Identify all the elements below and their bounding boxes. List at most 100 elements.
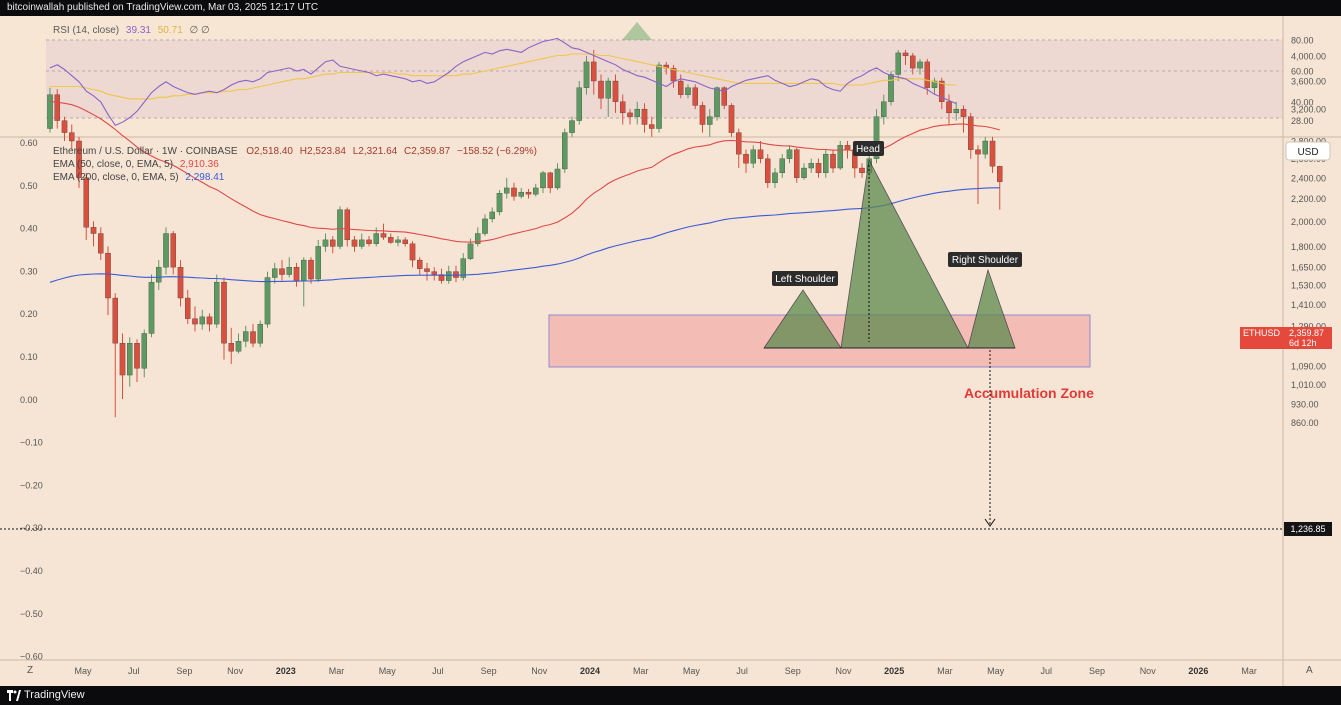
zoom-z-button[interactable]: Z — [27, 665, 33, 676]
candle-body — [757, 149, 764, 159]
candle-body — [155, 267, 162, 283]
candle-body — [982, 140, 989, 155]
candle-body — [206, 316, 213, 325]
price-axis-tick: 1,410.00 — [1291, 300, 1326, 310]
left-axis-tick: −0.40 — [20, 566, 43, 576]
chart-svg[interactable]: Head Left Shoulder Right Shoulder Accumu… — [0, 16, 1341, 686]
candle-body — [322, 239, 329, 247]
currency-label: USD — [1297, 147, 1318, 158]
ema200-legend: EMA (200, close, 0, EMA, 5) 2,298.41 — [53, 172, 225, 183]
candle-body — [83, 177, 90, 228]
time-axis-tick: Sep — [785, 666, 801, 676]
time-axis-tick: 2026 — [1188, 666, 1208, 676]
rsi-axis-tick: 80.00 — [1291, 36, 1314, 46]
published-header: bitcoinwallah published on TradingView.c… — [0, 0, 1341, 16]
time-axis-tick: 2025 — [884, 666, 904, 676]
candle-body — [997, 166, 1003, 182]
candle-body — [127, 343, 133, 376]
candle-body — [598, 80, 604, 99]
candle-body — [235, 341, 242, 352]
symbol-legend: Ethereum / U.S. Dollar · 1W · COINBASE O… — [53, 146, 537, 157]
candle-body — [163, 233, 169, 268]
candle-body — [634, 108, 641, 117]
candle-body — [895, 52, 902, 75]
candle-body — [881, 101, 887, 117]
time-axis-tick: Jul — [128, 666, 140, 676]
footer-brand: TradingView — [24, 689, 85, 701]
left-axis-tick: 0.00 — [20, 395, 38, 405]
left-shoulder-label: Left Shoulder — [775, 274, 835, 285]
time-axis-tick: Jul — [432, 666, 444, 676]
candle-body — [576, 87, 583, 121]
candle-body — [279, 268, 285, 275]
candle-body — [670, 67, 677, 82]
rsi-overbought-fill — [622, 22, 652, 40]
candle-body — [134, 343, 140, 369]
candle-body — [873, 116, 880, 159]
candle-body — [257, 323, 263, 344]
candle-body — [199, 316, 205, 325]
last-price-value: 2,359.87 — [1289, 328, 1324, 338]
candle-body — [119, 343, 126, 376]
candle-body — [939, 80, 945, 102]
time-axis-tick: 2024 — [580, 666, 600, 676]
rsi-line — [49, 37, 957, 126]
candle-body — [627, 112, 633, 117]
candle-body — [554, 168, 561, 189]
candle-body — [707, 116, 713, 125]
candle-body — [308, 259, 314, 280]
price-axis-tick: 1,650.00 — [1291, 263, 1326, 273]
price-axis-tick: 2,000.00 — [1291, 217, 1326, 227]
candle-body — [213, 281, 220, 325]
price-axis-ticks: 4,000.003,600.003,200.002,800.002,600.00… — [1291, 51, 1326, 428]
currency-button[interactable] — [1285, 141, 1331, 161]
candle-body — [503, 187, 510, 194]
candle-body — [395, 239, 401, 243]
candle-body — [366, 239, 372, 244]
left-axis-tick: 0.10 — [20, 352, 38, 362]
candle-body — [402, 239, 408, 244]
candle-body — [373, 233, 379, 244]
time-axis-tick: Nov — [835, 666, 852, 676]
candle-body — [518, 191, 525, 197]
candle-body — [184, 297, 191, 319]
left-axis-tick: −0.20 — [20, 480, 43, 490]
candle-body — [467, 243, 474, 259]
candle-body — [98, 233, 104, 254]
right-shoulder-label: Right Shoulder — [952, 255, 1019, 266]
auto-scale-button[interactable]: A — [1306, 665, 1313, 676]
price-axis-tick: 2,200.00 — [1291, 194, 1326, 204]
candle-body — [960, 108, 967, 117]
candle-body — [315, 246, 321, 280]
candle-body — [931, 80, 938, 88]
price-axis-tick: 860.00 — [1291, 418, 1319, 428]
right-shoulder-shape — [967, 268, 1016, 349]
candle-body — [474, 233, 481, 244]
candle-body — [728, 105, 735, 133]
last-price-symbol: ETHUSD — [1243, 328, 1281, 338]
candle-body — [547, 172, 554, 189]
candle-body — [286, 267, 292, 275]
price-axis-tick: 1,010.00 — [1291, 380, 1326, 390]
candle-body — [772, 172, 778, 183]
candle-body — [656, 64, 662, 129]
price-axis-tick: 1,290.00 — [1291, 321, 1326, 331]
time-axis-tick: May — [379, 666, 397, 676]
left-shoulder-label-box — [772, 271, 838, 286]
candle-body — [358, 239, 365, 247]
price-axis-tick: 2,800.00 — [1291, 136, 1326, 146]
time-axis-tick: May — [987, 666, 1005, 676]
candle-body — [344, 209, 350, 241]
candle-body — [844, 145, 851, 150]
candle-body — [148, 281, 155, 334]
candle-body — [794, 149, 800, 178]
candle-body — [47, 94, 53, 129]
candle-body — [445, 271, 452, 281]
candle-body — [975, 149, 981, 155]
candle-body — [482, 218, 488, 234]
time-axis-tick: Nov — [531, 666, 548, 676]
left-axis-tick: 0.20 — [20, 309, 38, 319]
candle-body — [989, 140, 996, 167]
candle-body — [242, 331, 249, 342]
